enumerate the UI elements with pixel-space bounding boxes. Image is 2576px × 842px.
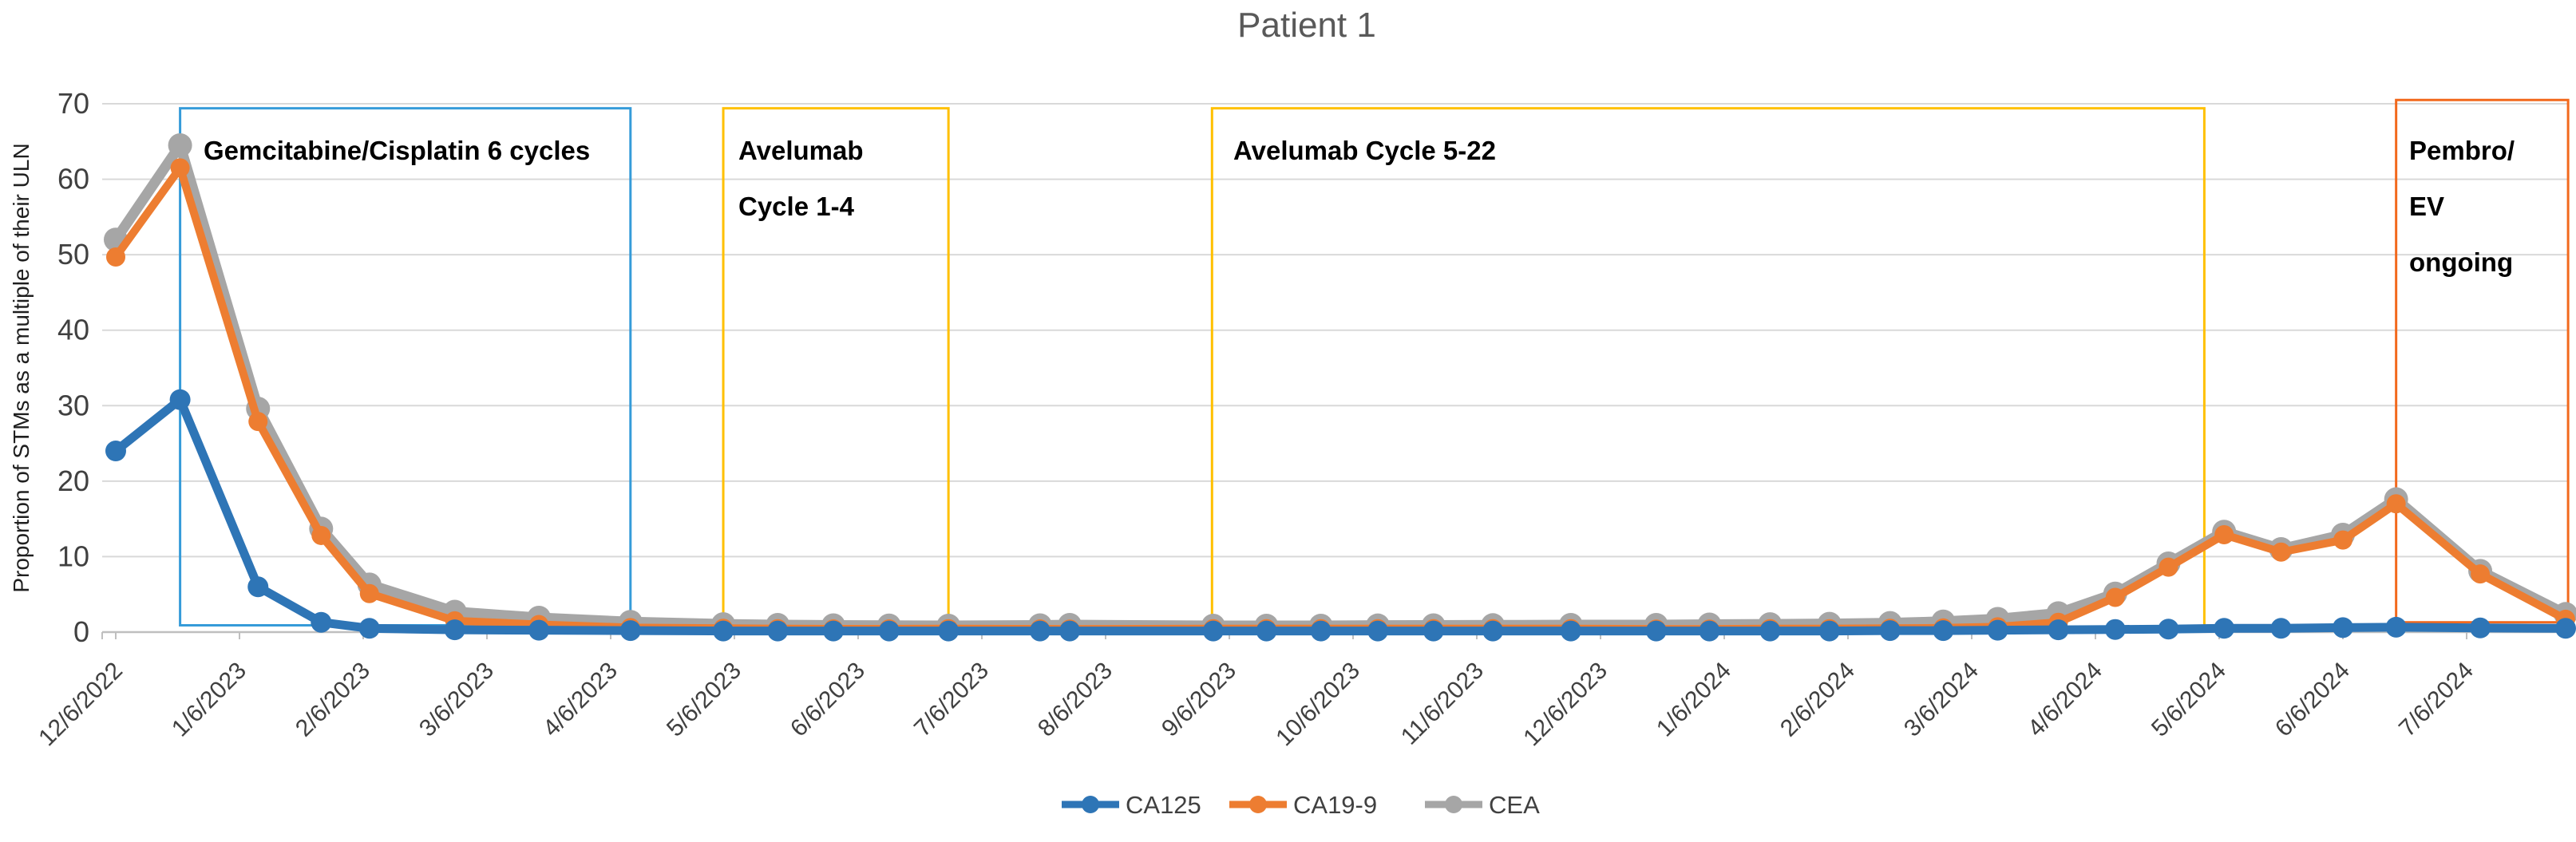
y-axis-title: Proportion of STMs as a multiple of thei… xyxy=(9,143,34,592)
series-marker-CA125 xyxy=(2555,618,2576,639)
series-marker-CA125 xyxy=(358,618,380,639)
series-marker-CA125 xyxy=(2470,617,2491,638)
series-marker-CA125 xyxy=(938,620,960,642)
series-marker-CA19-9 xyxy=(248,412,268,432)
series-marker-CA125 xyxy=(878,620,900,642)
series-marker-CA125 xyxy=(1699,620,1720,642)
series-marker-CA125 xyxy=(1029,620,1051,642)
series-marker-CA19-9 xyxy=(2333,530,2352,550)
y-tick-label-20: 20 xyxy=(57,464,89,497)
treatment-box-label-pembro-ev-line1: Pembro/ xyxy=(2409,136,2515,165)
series-marker-CA125 xyxy=(1367,620,1388,642)
treatment-box-label-pembro-ev-line2: EV xyxy=(2409,192,2444,221)
y-tick-label-30: 30 xyxy=(57,389,89,421)
series-marker-CA19-9 xyxy=(106,247,125,267)
legend-marker-CA125 xyxy=(1082,796,1099,813)
series-marker-CA125 xyxy=(1202,620,1224,642)
series-marker-CA125 xyxy=(444,619,465,641)
series-marker-CA125 xyxy=(169,389,191,410)
series-marker-CA125 xyxy=(2104,619,2126,640)
series-marker-CA125 xyxy=(1256,620,1277,642)
series-marker-CEA xyxy=(168,133,192,158)
series-marker-CA19-9 xyxy=(170,158,190,178)
series-marker-CA125 xyxy=(1423,620,1444,642)
treatment-box-label-avelumab-5-22-line1: Avelumab Cycle 5-22 xyxy=(1233,136,1496,165)
series-marker-CA125 xyxy=(767,620,789,642)
series-marker-CA125 xyxy=(713,620,734,642)
y-tick-label-0: 0 xyxy=(73,615,89,648)
series-marker-CA125 xyxy=(1818,620,1840,642)
series-marker-CA125 xyxy=(247,576,269,598)
series-marker-CA125 xyxy=(2385,616,2407,638)
series-marker-CA19-9 xyxy=(359,583,379,603)
treatment-box-label-pembro-ev-line3: ongoing xyxy=(2409,247,2513,277)
y-tick-label-50: 50 xyxy=(57,238,89,271)
y-tick-label-10: 10 xyxy=(57,540,89,572)
series-marker-CA19-9 xyxy=(2386,494,2406,514)
series-marker-CA125 xyxy=(2270,618,2292,639)
series-marker-CA125 xyxy=(2048,619,2069,641)
series-marker-CA19-9 xyxy=(311,525,331,545)
treatment-box-label-avelumab-1-4-line1: Avelumab xyxy=(738,136,864,165)
series-marker-CA125 xyxy=(1560,620,1581,642)
series-marker-CA125 xyxy=(1759,620,1781,642)
series-marker-CA125 xyxy=(823,620,844,642)
series-marker-CA125 xyxy=(2214,618,2235,639)
treatment-box-label-chemo-line1: Gemcitabine/Cisplatin 6 cycles xyxy=(204,136,590,165)
series-marker-CA125 xyxy=(1987,619,2008,641)
series-marker-CA125 xyxy=(528,619,550,641)
y-tick-label-70: 70 xyxy=(57,87,89,120)
chart-title: Patient 1 xyxy=(1237,6,1376,45)
series-marker-CA125 xyxy=(1879,620,1901,642)
y-tick-label-60: 60 xyxy=(57,163,89,196)
series-marker-CA125 xyxy=(105,441,126,462)
series-marker-CA19-9 xyxy=(2105,587,2125,607)
series-marker-CA19-9 xyxy=(2214,525,2234,545)
series-marker-CA125 xyxy=(1059,620,1081,642)
series-marker-CA125 xyxy=(1482,620,1504,642)
series-marker-CA125 xyxy=(619,620,641,642)
legend-label-CEA: CEA xyxy=(1489,791,1540,819)
series-marker-CA19-9 xyxy=(2271,542,2291,562)
treatment-box-label-avelumab-1-4-line2: Cycle 1-4 xyxy=(738,192,855,221)
series-marker-CA19-9 xyxy=(2471,564,2491,584)
series-marker-CA125 xyxy=(2158,619,2179,640)
series-marker-CA125 xyxy=(2333,617,2353,638)
legend-marker-CEA xyxy=(1445,796,1462,813)
legend-label-CA19-9: CA19-9 xyxy=(1293,791,1377,819)
series-marker-CA125 xyxy=(311,611,332,633)
legend-marker-CA19-9 xyxy=(1249,796,1267,813)
series-marker-CA19-9 xyxy=(2159,557,2178,577)
series-marker-CA125 xyxy=(1933,620,1954,642)
y-tick-label-40: 40 xyxy=(57,314,89,346)
legend-label-CA125: CA125 xyxy=(1126,791,1201,819)
series-marker-CA125 xyxy=(1310,620,1332,642)
series-marker-CA125 xyxy=(1645,620,1667,642)
